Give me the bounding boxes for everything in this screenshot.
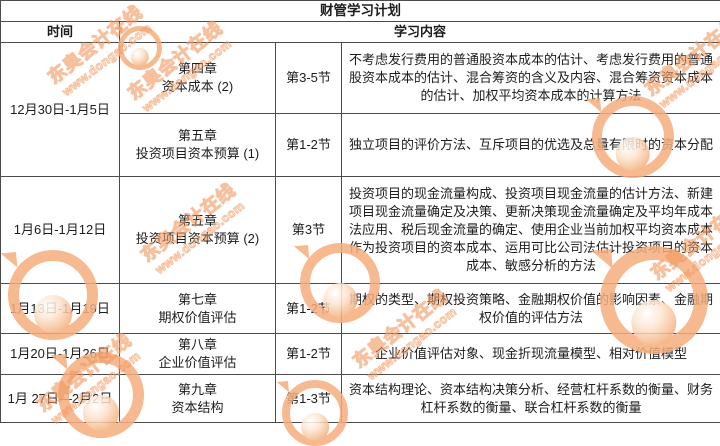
chapter-number: 第八章 xyxy=(124,336,271,354)
content-cell: 资本结构理论、资本结构决策分析、经营杠杆系数的衡量、财务杠杆系数的衡量、联合杠杆… xyxy=(342,375,720,423)
chapter-cell: 第八章 企业价值评估 xyxy=(120,334,276,375)
chapter-cell: 第四章 资本成本 (2) xyxy=(120,43,276,114)
chapter-name: 期权价值评估 xyxy=(124,309,271,327)
chapter-number: 第五章 xyxy=(124,127,271,145)
chapter-cell: 第七章 期权价值评估 xyxy=(120,284,276,334)
time-cell: 1月20日-1月26日 xyxy=(1,334,120,375)
section-cell: 第1-2节 xyxy=(276,334,342,375)
chapter-cell: 第五章 投资项目资本预算 (2) xyxy=(120,177,276,284)
content-cell: 企业价值评估对象、现金折现流量模型、相对价值模型 xyxy=(342,334,720,375)
time-cell: 12月30日-1月5日 xyxy=(1,43,120,177)
table-row: 1月13日-1月19日 第七章 期权价值评估 第1-2节 期权的类型、期权投资策… xyxy=(1,284,720,334)
chapter-name: 资本结构 xyxy=(124,399,271,417)
study-plan-table: 财管学习计划 时间 学习内容 12月30日-1月5日 第四章 资本成本 (2) … xyxy=(0,0,720,423)
table-row: 1月 27日—2月2日 第九章 资本结构 第1-3节 资本结构理论、资本结构决策… xyxy=(1,375,720,423)
chapter-name: 投资项目资本预算 (1) xyxy=(124,145,271,163)
section-cell: 第3节 xyxy=(276,177,342,284)
chapter-name: 企业价值评估 xyxy=(124,354,271,372)
table-row: 12月30日-1月5日 第四章 资本成本 (2) 第3-5节 不考虑发行费用的普… xyxy=(1,43,720,114)
chapter-cell: 第九章 资本结构 xyxy=(120,375,276,423)
chapter-number: 第四章 xyxy=(124,60,271,78)
time-cell: 1月6日-1月12日 xyxy=(1,177,120,284)
section-cell: 第1-2节 xyxy=(276,114,342,177)
chapter-number: 第九章 xyxy=(124,381,271,399)
chapter-cell: 第五章 投资项目资本预算 (1) xyxy=(120,114,276,177)
chapter-number: 第五章 xyxy=(124,212,271,230)
content-cell: 期权的类型、期权投资策略、金融期权价值的影响因素、金融期权价值的评估方法 xyxy=(342,284,720,334)
chapter-name: 投资项目资本预算 (2) xyxy=(124,230,271,248)
content-cell: 独立项目的评价方法、互斥项目的优选及总量有限时的资本分配 xyxy=(342,114,720,177)
content-cell: 不考虑发行费用的普通股资本成本的估计、考虑发行费用的普通股资本成本的估计、混合筹… xyxy=(342,43,720,114)
content-column-header: 学习内容 xyxy=(120,22,720,43)
time-column-header: 时间 xyxy=(1,22,120,43)
section-cell: 第3-5节 xyxy=(276,43,342,114)
table-row: 1月6日-1月12日 第五章 投资项目资本预算 (2) 第3节 投资项目的现金流… xyxy=(1,177,720,284)
table-row: 1月20日-1月26日 第八章 企业价值评估 第1-2节 企业价值评估对象、现金… xyxy=(1,334,720,375)
section-cell: 第1-2节 xyxy=(276,284,342,334)
chapter-name: 资本成本 (2) xyxy=(124,78,271,96)
time-cell: 1月 27日—2月2日 xyxy=(1,375,120,423)
section-cell: 第1-3节 xyxy=(276,375,342,423)
time-cell: 1月13日-1月19日 xyxy=(1,284,120,334)
chapter-number: 第七章 xyxy=(124,291,271,309)
content-cell: 投资项目的现金流量构成、投资项目现金流量的估计方法、新建项目现金流量确定及决策、… xyxy=(342,177,720,284)
table-title: 财管学习计划 xyxy=(1,1,720,22)
